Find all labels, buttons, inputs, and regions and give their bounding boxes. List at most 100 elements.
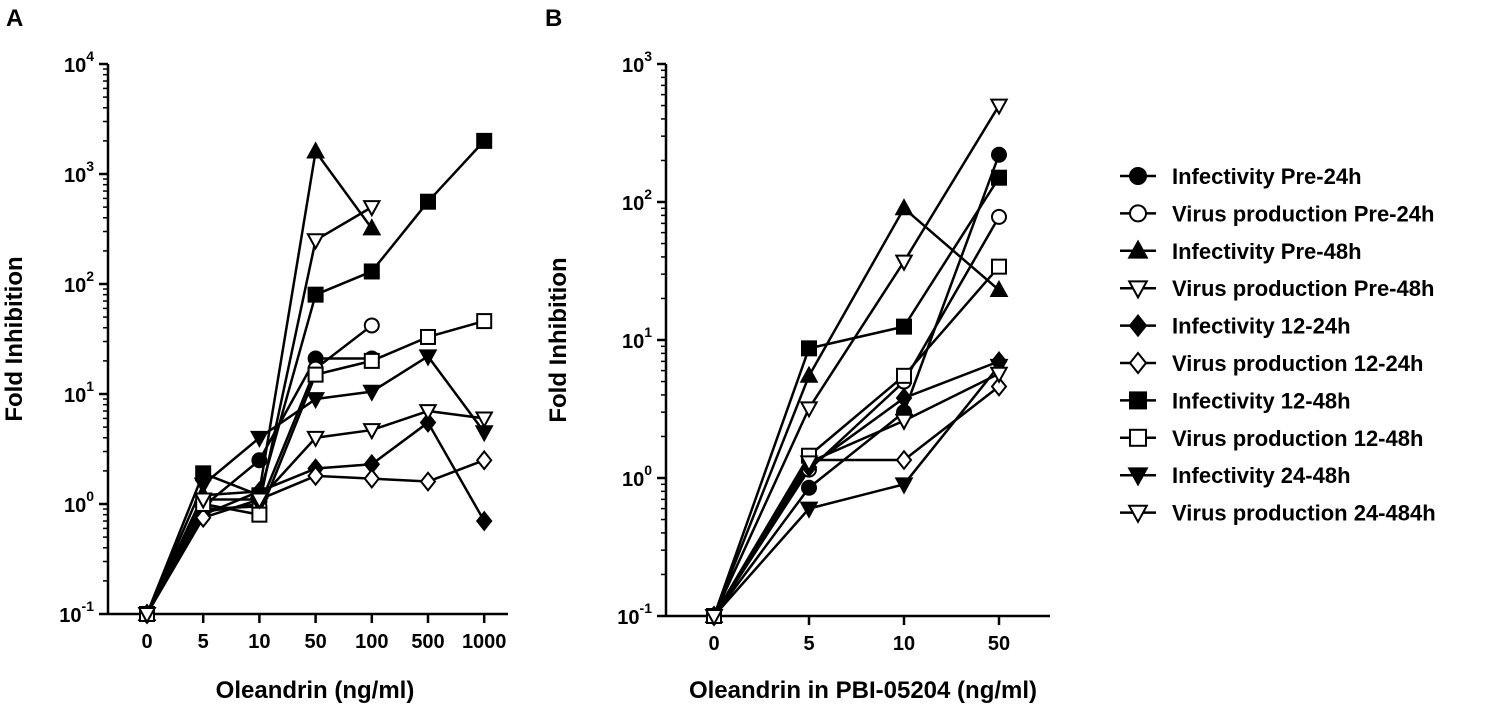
panel-a-x-tick-label-100: 100 [355,631,388,653]
panel-a-x-tick-label-50: 50 [304,631,326,653]
panel-b-y-axis-title: Fold Inhibition [545,257,572,422]
panel-b-point-virus-production-pre-48h [799,401,819,419]
panel-b-series-line-infectivity-12-24h [712,360,1000,617]
panel-b-point-virus-production-pre-48h [989,98,1009,116]
panel-b-x-axis-title: Oleandrin in PBI-05204 (ng/ml) [689,677,1037,704]
panel-b-point-infectivity-12-48h [896,318,912,335]
panel-b-x-tick-label-50: 50 [988,633,1010,655]
legend-label-virus-production-pre-48h: Virus production Pre-48h [1172,276,1434,301]
panel-b-x-tick-label-10: 10 [893,633,915,655]
panel-b-series-line-infectivity-24-48h [713,365,1000,617]
legend-label-infectivity-24-48h: Infectivity 24-48h [1172,463,1351,488]
panel-a-point-virus-production-24-484h [137,607,157,625]
legend-marker-infectivity-12-24h [1128,313,1148,338]
panel-b: B 10-1 100 101 102 103 0 5 10 50 Oleandrin in PBI-… [545,5,1050,704]
panel-a-point-virus-production-12-48h [363,352,380,369]
panel-b-point-infectivity-12-48h [991,169,1007,186]
panel-b-point-virus-production-12-48h [991,258,1007,275]
panel-b-panel-label: B [545,5,562,32]
legend: Infectivity Pre-24h Virus production Pre-… [1120,164,1436,526]
panel-a-point-infectivity-12-24h [475,510,493,532]
panel-a-y-tick-label: 101 [64,378,94,407]
panel-b-series-line-infectivity-pre-24h [712,154,1001,617]
legend-marker-infectivity-12-48h [1129,391,1147,410]
panel-a-point-infectivity-24-48h [418,349,438,367]
panel-b-series-line-virus-production-24-484h [712,372,1000,617]
panel-a-point-virus-production-12-48h [476,313,493,330]
legend-marker-virus-production-12-48h [1129,428,1147,447]
panel-a-point-virus-production-24-484h [193,492,213,510]
panel-b-y-tick-label: 100 [622,462,652,491]
legend-marker-infectivity-24-48h [1127,467,1149,487]
panel-b-point-infectivity-pre-24h [801,479,817,496]
panel-b-point-infectivity-24-48h [894,477,914,495]
panel-a-x-tick-label-500: 500 [411,631,444,653]
panel-a-point-virus-production-pre-48h [306,233,325,251]
panel-b-x-tick-label-5: 5 [803,633,814,655]
panel-b-point-virus-production-pre-48h [894,254,914,272]
panel-b-point-virus-production-24-484h [989,366,1009,384]
panel-a-y-tick-label: 100 [64,488,94,517]
panel-b-point-virus-production-12-24h [895,449,913,471]
panel-a-x-tick-label-1000: 1000 [462,631,507,653]
panel-b-y-tick-label: 102 [622,186,652,215]
legend-marker-infectivity-pre-48h [1127,239,1149,259]
panel-a-x-tick-label-0: 0 [141,631,152,653]
panel-a-point-infectivity-12-48h [363,263,380,280]
legend-marker-infectivity-pre-24h [1129,167,1147,185]
panel-a-point-virus-production-12-48h [251,506,268,523]
legend-label-virus-production-12-24h: Virus production 12-24h [1172,351,1423,376]
legend-label-virus-production-12-48h: Virus production 12-48h [1172,426,1423,451]
panel-a-panel-label: A [6,5,23,32]
panel-a-point-infectivity-12-48h [307,286,324,303]
panel-b-point-infectivity-24-48h [799,501,819,519]
legend-label-virus-production-pre-24h: Virus production Pre-24h [1172,201,1434,226]
panel-a-y-tick-label: 103 [64,158,94,187]
panel-b-series-line-infectivity-12-48h [712,177,1001,617]
legend-marker-virus-production-12-24h [1128,351,1148,375]
panel-a-point-infectivity-12-24h [419,412,437,433]
legend-marker-virus-production-pre-24h [1129,204,1147,223]
panel-a-point-virus-production-pre-48h [362,200,382,218]
panel-a-y-tick-label: 104 [64,48,94,77]
panel-a-point-virus-production-12-24h [307,465,324,487]
panel-a-point-virus-production-12-48h [307,366,324,383]
panel-a-point-virus-production-12-24h [194,507,212,529]
panel-a-point-virus-production-pre-24h [363,317,380,334]
panel-a-point-infectivity-12-48h [420,193,436,210]
panel-a-point-virus-production-12-24h [475,449,493,471]
panel-a-point-infectivity-pre-24h [251,452,268,469]
panel-b-point-infectivity-pre-48h [894,198,914,216]
legend-label-infectivity-12-24h: Infectivity 12-24h [1172,314,1351,339]
panel-a-point-virus-production-12-24h [363,468,381,490]
panel-a-point-infectivity-pre-48h [306,141,325,159]
panel-a-y-tick-label: 102 [64,268,94,297]
panel-b-point-virus-production-12-24h [990,376,1008,397]
panel-b-point-infectivity-pre-24h [991,146,1007,163]
panel-b-series-line-virus-production-pre-48h [712,104,1001,617]
legend-label-infectivity-pre-24h: Infectivity Pre-24h [1172,164,1362,189]
panel-a-y-tick-label: 10-1 [59,598,94,627]
panel-a-y-axis-title: Fold Inhibition [1,256,28,421]
panel-b-point-infectivity-12-24h [895,387,913,409]
legend-marker-virus-production-24-484h [1127,504,1149,524]
panel-a-point-infectivity-12-48h [476,132,493,149]
panel-a-x-axis-title: Oleandrin (ng/ml) [216,677,415,704]
panel-b-point-virus-production-12-48h [896,367,912,384]
panel-b-y-tick-label: 103 [622,48,652,77]
panel-a-x-tick-label-5: 5 [198,631,209,653]
panel-b-point-infectivity-pre-48h [799,365,819,383]
panel-b-point-virus-production-24-484h [704,609,724,627]
legend-label-infectivity-pre-48h: Infectivity Pre-48h [1172,239,1362,264]
panel-b-series-line-virus-production-12-48h [712,265,1000,617]
legend-marker-virus-production-pre-48h [1127,280,1149,300]
panel-a-point-virus-production-24-484h [418,404,438,422]
panel-a-point-infectivity-24-48h [362,384,382,402]
panel-b-y-tick-label: 101 [622,324,652,353]
panel-a: A 10-1 100 101 102 103 104 0 5 10 50 100 500 1000 Olea… [1,5,508,704]
panel-b-y-tick-label: 10-1 [617,600,652,629]
panel-a-point-virus-production-24-484h [362,423,382,441]
panel-b-x-tick-label-0: 0 [708,633,719,655]
panel-b-series-line-infectivity-pre-48h [712,207,1000,617]
